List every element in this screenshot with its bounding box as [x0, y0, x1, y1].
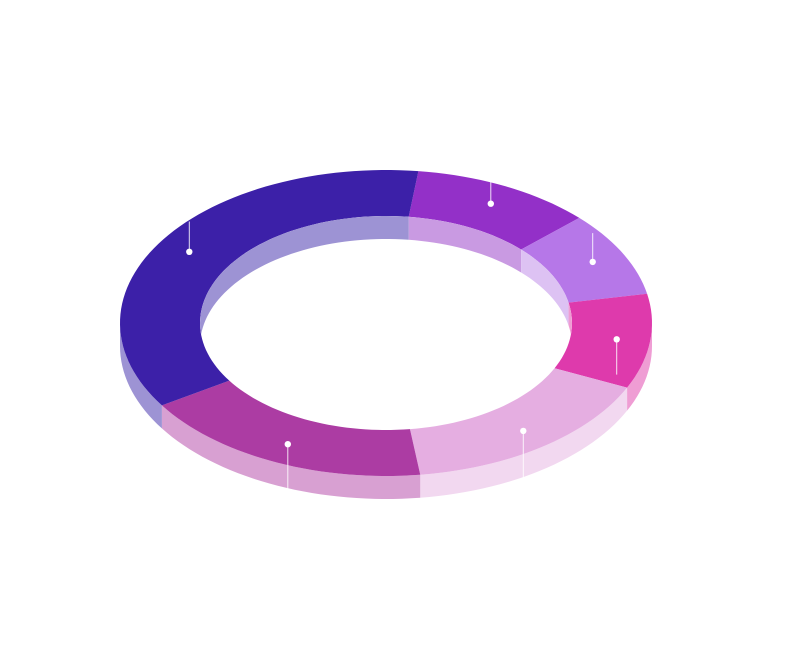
slice-6	[120, 170, 419, 406]
slice-1-marker-dot	[487, 200, 494, 207]
slice-top-faces	[120, 170, 652, 476]
slice-3-outer-side	[627, 323, 652, 411]
slice-5	[161, 380, 421, 476]
slice-4-outer-side	[420, 387, 628, 498]
slice-1	[408, 171, 580, 250]
outer-side-walls	[120, 323, 652, 499]
slice-4-marker-dot	[520, 427, 527, 435]
slice-1-inner-side	[408, 216, 522, 273]
slice-2-inner-side	[521, 249, 569, 326]
slice-6-marker-dot	[186, 248, 193, 255]
slice-3	[554, 293, 652, 388]
slice-4	[409, 368, 628, 475]
slice-5-marker-dot	[284, 441, 291, 448]
slice-6-outer-side	[120, 323, 162, 429]
slice-2-marker-dot	[589, 258, 596, 266]
slice-5-outer-side	[161, 405, 421, 499]
leader-lines	[186, 166, 620, 495]
slice-2	[521, 217, 648, 303]
slice-6-inner-side	[200, 216, 409, 346]
slice-3-marker-dot	[613, 336, 620, 343]
